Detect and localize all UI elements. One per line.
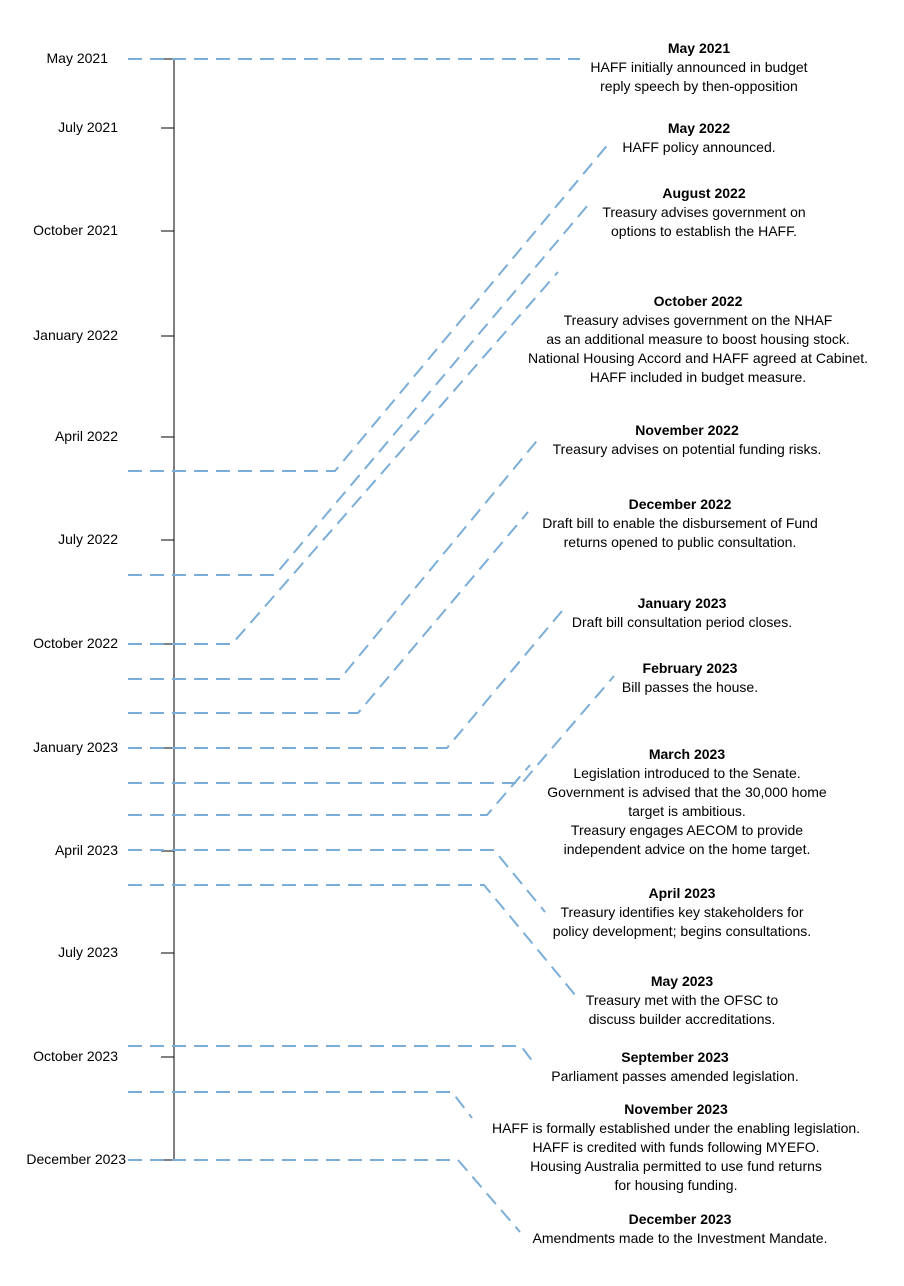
event-text: HAFF is credited with funds following MY… <box>532 1139 820 1155</box>
event-text: Treasury advises government on the NHAF <box>563 312 833 328</box>
event-december-2023: December 2023 Amendments made to the Inv… <box>533 1210 828 1248</box>
event-text: Treasury advises on potential funding ri… <box>552 441 822 457</box>
axis-label: July 2023 <box>58 944 118 960</box>
axis-label: July 2022 <box>58 531 118 547</box>
event-connector <box>128 1159 521 1233</box>
event-date: October 2022 <box>653 293 743 309</box>
event-text: Draft bill to enable the disbursement of… <box>542 515 818 531</box>
event-date: May 2022 <box>667 120 731 136</box>
event-december-2022: December 2022 Draft bill to enable the d… <box>542 495 818 552</box>
event-date: September 2023 <box>621 1049 729 1065</box>
axis-label: May 2021 <box>46 50 108 66</box>
axis-label: December 2023 <box>26 1151 126 1167</box>
event-date: November 2023 <box>624 1101 728 1117</box>
event-date: April 2023 <box>648 885 716 901</box>
event-date: May 2021 <box>667 40 731 56</box>
event-connector <box>128 271 559 645</box>
event-connector <box>128 675 615 784</box>
event-text: Treasury identifies key stakeholders for <box>560 904 804 920</box>
event-date: February 2023 <box>642 660 738 676</box>
event-text: returns opened to public consultation. <box>563 534 797 550</box>
event-text: HAFF included in budget measure. <box>589 369 807 385</box>
event-may-2023: May 2023 Treasury met with the OFSC to d… <box>586 972 778 1029</box>
event-text: HAFF policy announced. <box>622 139 776 155</box>
axis-label: July 2021 <box>58 119 118 135</box>
event-may-2022: May 2022 HAFF policy announced. <box>622 119 775 157</box>
event-january-2023: January 2023 Draft bill consultation per… <box>572 594 792 632</box>
event-text: Treasury met with the OFSC to <box>585 992 779 1008</box>
event-connector <box>128 1091 473 1119</box>
axis-ticks <box>161 58 174 1161</box>
axis-label: January 2023 <box>33 739 118 755</box>
event-date: August 2022 <box>662 185 746 201</box>
event-march-2023: March 2023 Legislation introduced to the… <box>547 745 826 859</box>
event-text: Amendments made to the Investment Mandat… <box>532 1230 828 1246</box>
axis-label: October 2022 <box>33 635 118 651</box>
event-date: November 2022 <box>635 422 739 438</box>
event-connector <box>128 511 529 714</box>
event-connector <box>128 610 563 749</box>
event-text: target is ambitious. <box>628 803 746 819</box>
event-date: December 2022 <box>628 496 732 512</box>
event-text: HAFF initially announced in budget <box>590 59 808 75</box>
event-text: Government is advised that the 30,000 ho… <box>547 784 827 800</box>
event-date: March 2023 <box>648 746 726 762</box>
event-text: Draft bill consultation period closes. <box>571 614 793 630</box>
axis-label: January 2022 <box>33 327 118 343</box>
event-connector <box>128 204 589 576</box>
event-october-2022: October 2022 Treasury advises government… <box>528 292 868 387</box>
axis-label: October 2021 <box>33 222 118 238</box>
event-text: Parliament passes amended legislation. <box>551 1068 799 1084</box>
event-connector <box>128 764 531 816</box>
axis-label: April 2023 <box>54 842 118 858</box>
event-november-2022: November 2022 Treasury advises on potent… <box>553 421 822 459</box>
event-text: policy development; begins consultations… <box>552 923 812 939</box>
event-text: discuss builder accreditations. <box>588 1011 776 1027</box>
event-text: Bill passes the house. <box>621 679 759 695</box>
event-connector <box>128 1045 534 1063</box>
event-date: January 2023 <box>637 595 727 611</box>
axis-label: April 2022 <box>54 428 118 444</box>
event-september-2023: September 2023 Parliament passes amended… <box>551 1048 798 1086</box>
event-text: Treasury engages AECOM to provide <box>570 822 804 838</box>
event-connector <box>128 849 546 913</box>
event-text: HAFF is formally established under the e… <box>491 1120 861 1136</box>
event-connector <box>128 436 541 680</box>
event-april-2023: April 2023 Treasury identifies key stake… <box>553 884 811 941</box>
event-november-2023: November 2023 HAFF is formally establish… <box>492 1100 860 1195</box>
event-text: Housing Australia permitted to use fund … <box>530 1158 822 1174</box>
event-may-2021: May 2021 HAFF initially announced in bud… <box>590 39 807 96</box>
event-august-2022: August 2022 Treasury advises government … <box>602 184 805 241</box>
event-text: Legislation introduced to the Senate. <box>573 765 801 781</box>
event-text: Treasury advises government on <box>602 204 806 220</box>
event-date: May 2023 <box>650 973 714 989</box>
event-text: independent advice on the home target. <box>563 841 811 857</box>
event-connectors <box>128 58 615 1233</box>
event-february-2023: February 2023 Bill passes the house. <box>622 659 758 697</box>
event-connector <box>128 884 577 997</box>
event-text: for housing funding. <box>614 1177 738 1193</box>
event-connector <box>128 141 611 472</box>
axis-label: October 2023 <box>33 1048 118 1064</box>
event-text: as an additional measure to boost housin… <box>546 331 850 347</box>
event-text: National Housing Accord and HAFF agreed … <box>527 350 869 366</box>
event-text: options to establish the HAFF. <box>610 223 797 239</box>
event-date: December 2023 <box>628 1211 732 1227</box>
event-text: reply speech by then-opposition <box>600 78 798 94</box>
